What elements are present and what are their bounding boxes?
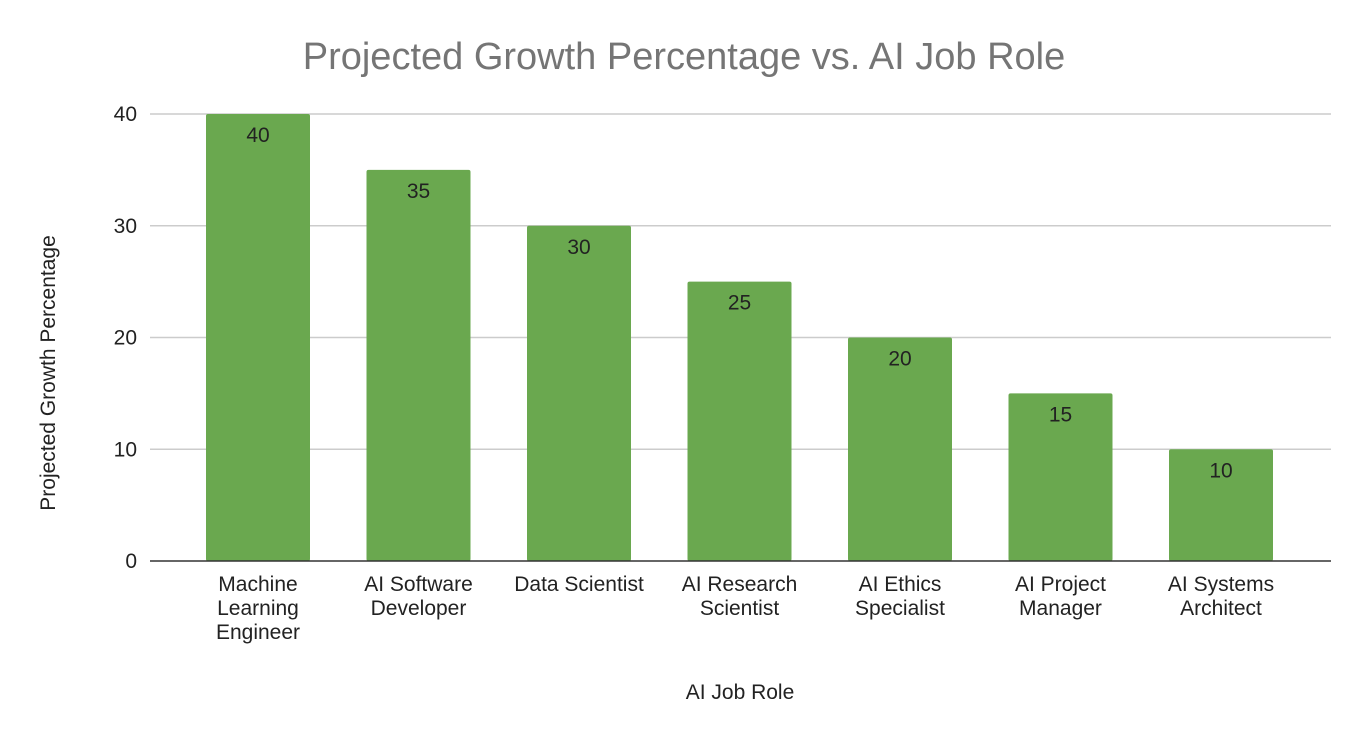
x-category-line: Machine bbox=[218, 573, 297, 596]
bar bbox=[527, 225, 631, 561]
x-category-line: Developer bbox=[371, 597, 467, 620]
data-label: 35 bbox=[407, 180, 430, 203]
data-label: 10 bbox=[1209, 459, 1232, 482]
y-tick-label: 20 bbox=[114, 327, 137, 350]
x-category-label: Data Scientist bbox=[514, 573, 644, 596]
chart-title: Projected Growth Percentage vs. AI Job R… bbox=[303, 36, 1066, 78]
data-label: 30 bbox=[567, 236, 590, 259]
data-label: 15 bbox=[1049, 403, 1072, 426]
y-axis-title: Projected Growth Percentage bbox=[37, 235, 60, 510]
x-category-line: Scientist bbox=[700, 597, 780, 620]
x-axis-title: AI Job Role bbox=[686, 681, 795, 704]
y-axis-ticks: 0 10 20 30 40 bbox=[114, 103, 137, 573]
x-category-line: AI Research bbox=[682, 573, 798, 596]
x-category-line: AI Ethics bbox=[859, 573, 942, 596]
x-axis-categories: Machine Learning Engineer AI Software Develo… bbox=[216, 573, 1274, 644]
x-category-label: Machine Learning Engineer bbox=[216, 573, 300, 644]
bar bbox=[206, 114, 310, 561]
y-tick-label: 0 bbox=[125, 550, 137, 573]
x-category-line: Specialist bbox=[855, 597, 945, 620]
x-category-line: AI Software bbox=[364, 573, 473, 596]
x-category-label: AI Systems Architect bbox=[1168, 573, 1274, 620]
bar bbox=[1169, 449, 1273, 561]
x-category-label: AI Project Manager bbox=[1015, 573, 1106, 620]
data-label: 40 bbox=[246, 124, 269, 147]
x-category-line: AI Systems bbox=[1168, 573, 1274, 596]
bar bbox=[1008, 393, 1113, 561]
bars bbox=[206, 114, 1273, 561]
data-labels: 40 35 30 25 20 15 10 bbox=[246, 124, 1232, 482]
bar bbox=[848, 337, 952, 561]
x-category-line: Architect bbox=[1180, 597, 1262, 620]
x-category-line: Learning bbox=[217, 597, 299, 620]
y-tick-label: 30 bbox=[114, 215, 137, 238]
x-category-line: AI Project bbox=[1015, 573, 1106, 596]
x-category-label: AI Research Scientist bbox=[682, 573, 798, 620]
x-category-line: Manager bbox=[1019, 597, 1102, 620]
x-category-label: AI Software Developer bbox=[364, 573, 473, 620]
y-tick-label: 40 bbox=[114, 103, 137, 126]
x-category-label: AI Ethics Specialist bbox=[855, 573, 945, 620]
data-label: 20 bbox=[888, 348, 911, 371]
data-label: 25 bbox=[728, 292, 751, 315]
bar bbox=[687, 281, 792, 561]
x-category-line: Data Scientist bbox=[514, 573, 644, 596]
x-category-line: Engineer bbox=[216, 621, 300, 644]
bar bbox=[366, 169, 471, 561]
y-tick-label: 10 bbox=[114, 438, 137, 461]
